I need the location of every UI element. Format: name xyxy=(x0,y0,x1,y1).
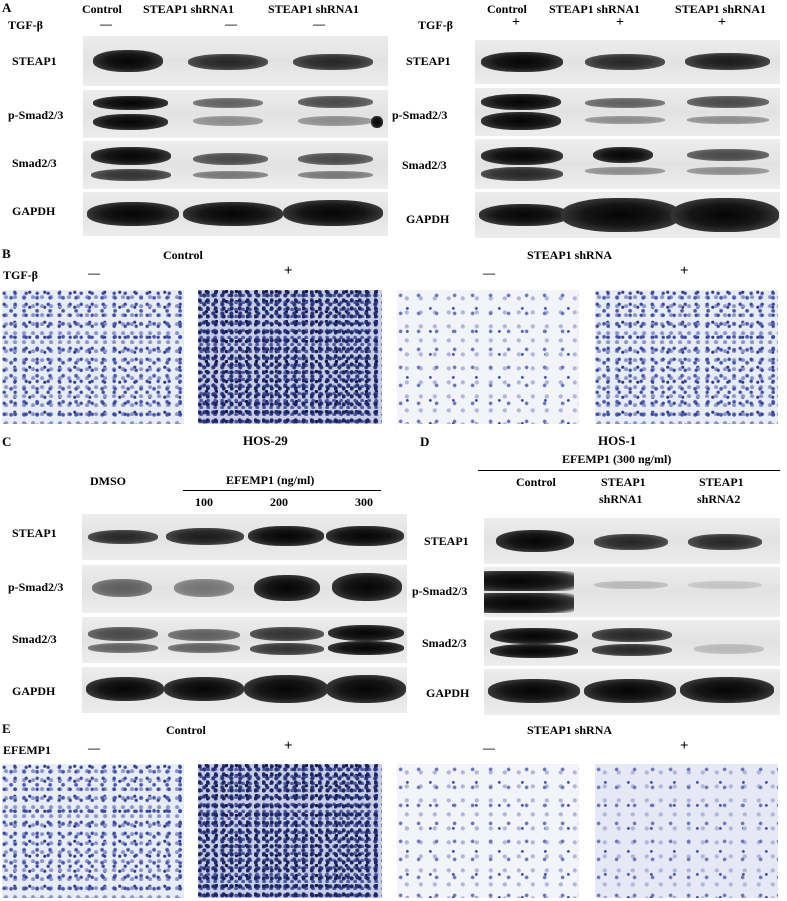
panel-c-dose-200: 200 xyxy=(270,495,288,509)
panel-d-lane-3-line1: STEAP1 xyxy=(699,475,744,489)
panel-b-group-shrna: STEAP1 shRNA xyxy=(527,248,613,262)
panel-a-right-blot-steap1 xyxy=(475,40,780,84)
panel-b-image-shrna-untreated xyxy=(397,290,579,424)
panel-a-left-sign-3: — xyxy=(313,17,325,31)
panel-a-left-blot-smad xyxy=(83,141,388,189)
panel-e-sign-3: — xyxy=(483,741,495,755)
panel-a-right-blot-gapdh xyxy=(475,192,780,238)
panel-e-image-shrna-treated xyxy=(595,764,778,898)
panel-d-blot-gapdh xyxy=(484,669,780,715)
panel-a-right-blot-psmad xyxy=(475,88,780,136)
panel-e-image-shrna-untreated xyxy=(397,764,579,898)
panel-a-right-row-smad: Smad2/3 xyxy=(402,158,447,172)
panel-b-image-control-treated xyxy=(198,290,382,424)
panel-a-letter: A xyxy=(2,0,12,15)
panel-a-left-row-psmad: p-Smad2/3 xyxy=(8,108,64,122)
panel-b-sign-1: — xyxy=(88,266,100,280)
panel-d-lane-1: Control xyxy=(516,475,556,489)
panel-d-bracket xyxy=(478,470,780,471)
panel-d-subtitle: EFEMP1 (300 ng/ml) xyxy=(562,452,672,466)
panel-e-sign-1: — xyxy=(88,741,100,755)
panel-b-sign-4: + xyxy=(680,263,689,279)
panel-a-left-sign-2: — xyxy=(225,17,237,31)
panel-d-row-steap1: STEAP1 xyxy=(424,534,469,548)
panel-d-title: HOS-1 xyxy=(598,433,637,448)
panel-a-left-row-gapdh: GAPDH xyxy=(12,204,56,218)
panel-d-lane-2-line1: STEAP1 xyxy=(601,475,646,489)
panel-c-efemp-label: EFEMP1 (ng/ml) xyxy=(226,473,315,487)
panel-c-dose-100: 100 xyxy=(195,495,213,509)
panel-c-blot-gapdh xyxy=(82,667,407,713)
panel-a-right-lane-2: STEAP1 shRNA1 xyxy=(549,2,641,16)
panel-b-group-control: Control xyxy=(163,248,203,262)
panel-a-left-sign-1: — xyxy=(100,17,112,31)
panel-c-blot-smad xyxy=(82,617,407,663)
panel-a-left-lane-2: STEAP1 shRNA1 xyxy=(143,2,235,16)
panel-c-blot-steap1 xyxy=(82,514,407,560)
panel-b-treatment-label: TGF-β xyxy=(3,268,38,282)
panel-d-row-smad: Smad2/3 xyxy=(422,636,467,650)
panel-b-sign-2: + xyxy=(284,263,293,279)
panel-a-right-row-gapdh: GAPDH xyxy=(406,212,450,226)
panel-c-blot-psmad xyxy=(82,565,407,613)
panel-d-blot-steap1 xyxy=(484,518,780,564)
panel-a-left-lane-3: STEAP1 shRNA1 xyxy=(268,2,360,16)
panel-b-letter: B xyxy=(2,246,11,261)
panel-b-sign-3: — xyxy=(483,266,495,280)
panel-c-row-smad: Smad2/3 xyxy=(12,632,57,646)
panel-a-left-treatment-label: TGF-β xyxy=(8,18,43,32)
panel-c-row-psmad: p-Smad2/3 xyxy=(8,580,64,594)
panel-e-treatment-label: EFEMP1 xyxy=(3,743,51,757)
panel-c-dose-300: 300 xyxy=(355,495,373,509)
panel-e-group-shrna: STEAP1 shRNA xyxy=(527,723,613,737)
panel-d-blot-smad xyxy=(484,620,780,666)
panel-d-row-psmad: p-Smad2/3 xyxy=(412,584,468,598)
panel-e-letter: E xyxy=(2,721,11,736)
panel-e-sign-4: + xyxy=(680,738,689,754)
panel-e-image-control-treated xyxy=(198,764,382,898)
panel-a-right-blot-smad xyxy=(475,139,780,189)
panel-b-image-shrna-treated xyxy=(595,290,778,424)
panel-c-letter: C xyxy=(2,434,12,449)
panel-d-lane-2-line2: shRNA1 xyxy=(599,492,643,506)
panel-a-left-row-steap1: STEAP1 xyxy=(12,54,57,68)
panel-e-group-control: Control xyxy=(166,723,206,737)
panel-a-right-row-steap1: STEAP1 xyxy=(406,54,451,68)
panel-d-row-gapdh: GAPDH xyxy=(426,686,470,700)
panel-a-right-sign-1: + xyxy=(512,15,520,30)
panel-a-right-sign-2: + xyxy=(616,15,624,30)
panel-a-right-treatment-label: TGF-β xyxy=(418,18,453,32)
panel-a-right-lane-3: STEAP1 shRNA1 xyxy=(675,2,767,16)
panel-a-left-lane-1: Control xyxy=(82,2,122,16)
panel-d-lane-3-line2: shRNA2 xyxy=(697,492,741,506)
panel-d-blot-psmad xyxy=(484,567,780,617)
panel-b-image-control-untreated xyxy=(2,290,184,424)
panel-d-letter: D xyxy=(420,434,430,449)
panel-e-sign-2: + xyxy=(284,738,293,754)
panel-a-right-lane-1: Control xyxy=(487,2,527,16)
panel-a-left-blot-gapdh xyxy=(83,192,388,236)
panel-c-row-gapdh: GAPDH xyxy=(12,684,56,698)
panel-c-dose-bracket xyxy=(183,490,381,491)
panel-c-title: HOS-29 xyxy=(243,433,288,448)
panel-a-right-row-psmad: p-Smad2/3 xyxy=(392,108,448,122)
panel-a-left-row-smad: Smad2/3 xyxy=(12,156,57,170)
panel-a-right-sign-3: + xyxy=(718,15,726,30)
panel-c-dmso-label: DMSO xyxy=(90,474,126,488)
panel-e-image-control-untreated xyxy=(2,764,184,898)
panel-a-left-blot-steap1 xyxy=(83,36,388,86)
panel-a-left-blot-psmad xyxy=(83,90,388,138)
panel-c-row-steap1: STEAP1 xyxy=(12,526,57,540)
